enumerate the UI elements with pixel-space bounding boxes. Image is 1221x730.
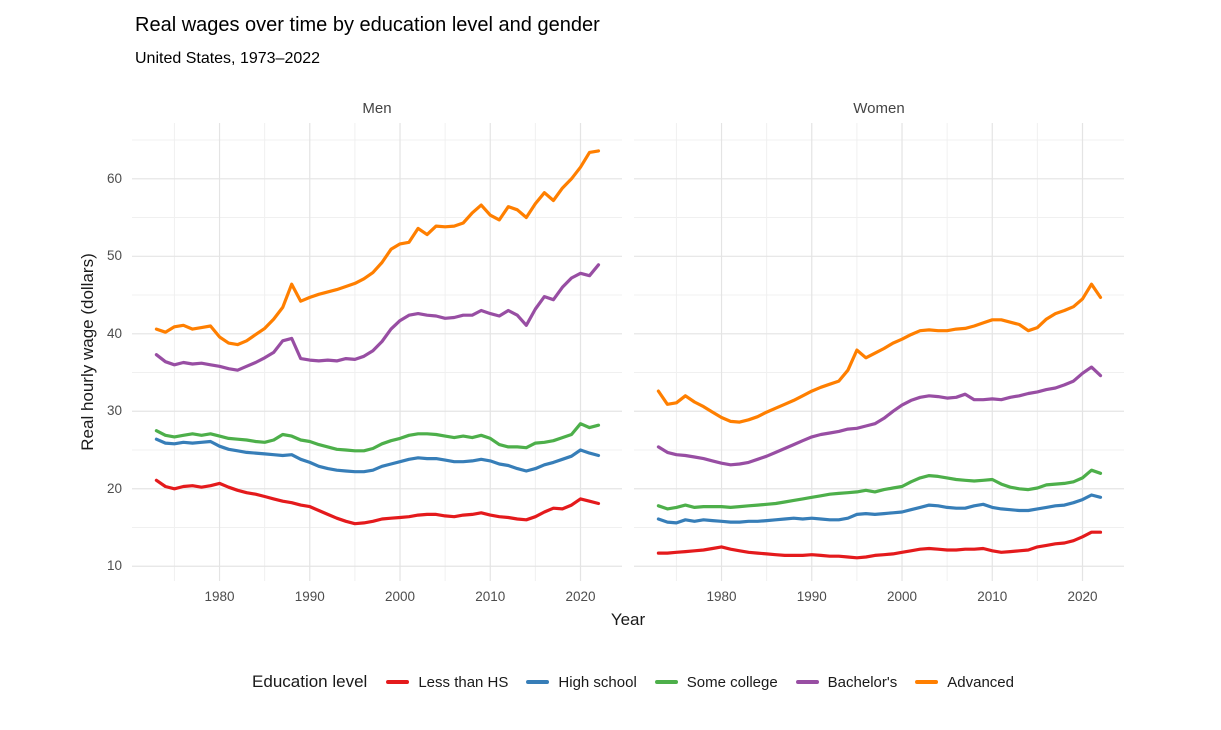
series-line-some-college-men	[154, 422, 601, 453]
legend-item-label: High school	[558, 673, 637, 691]
x-axis-tick-label: 2010	[977, 589, 1008, 604]
legend-item-label: Less than HS	[418, 673, 509, 691]
x-axis-tick-label: 1980	[204, 589, 235, 604]
series-line-high-school-men	[154, 437, 601, 474]
x-axis-tick-label: 2020	[1067, 589, 1098, 604]
y-axis-tick-label: 10	[106, 558, 122, 574]
x-axis-tick-label: 2020	[565, 589, 596, 604]
legend-item-high-school: High school	[526, 673, 637, 691]
facet-label-men: Men	[362, 100, 392, 117]
series-line-less-than-hs-women	[656, 530, 1103, 560]
women-panel-plot	[634, 123, 1124, 581]
series-line-bachelor-s-men	[154, 263, 601, 372]
x-axis-tick-label: 1990	[796, 589, 827, 604]
x-axis-title: Year	[610, 610, 646, 629]
legend-item-less-than-hs: Less than HS	[386, 674, 508, 691]
legend-key-swatch	[386, 680, 410, 684]
legend-key-swatch	[915, 680, 939, 684]
y-axis-title: Real hourly wage (dollars)	[78, 253, 97, 451]
x-axis-tick-label: 2000	[384, 589, 416, 604]
legend: Education level Less than HS High school S…	[252, 672, 1014, 692]
series-line-bachelor-s-women	[656, 365, 1103, 467]
legend-key-swatch	[654, 680, 678, 684]
legend-item-bachelor-s: Bachelor's	[795, 673, 898, 691]
x-axis-tick-label: 1990	[294, 589, 325, 604]
facet-label-women: Women	[853, 100, 905, 117]
x-axis-tick-label: 2000	[886, 589, 918, 604]
legend-item-label: Advanced	[947, 673, 1014, 691]
series-line-some-college-women	[656, 468, 1103, 511]
series-line-advanced-men	[154, 149, 601, 347]
y-axis-tick-label: 60	[106, 170, 122, 186]
y-axis-tick-label: 30	[106, 403, 122, 419]
y-axis-tick-label: 20	[106, 480, 122, 496]
legend-item-some-college: Some college	[654, 673, 778, 691]
y-axis-tick-label: 40	[106, 325, 122, 341]
legend-items: Less than HS High school Some college Bache…	[386, 674, 1014, 691]
series-line-less-than-hs-men	[154, 478, 601, 526]
x-axis-tick-label: 1980	[706, 589, 737, 604]
legend-item-label: Bachelor's	[827, 673, 898, 691]
legend-item-label: Some college	[686, 673, 778, 691]
chart-title: Real wages over time by education level …	[135, 14, 600, 36]
legend-key-swatch	[795, 680, 819, 684]
chart-subtitle: United States, 1973–2022	[135, 50, 321, 67]
y-axis-tick-label: 50	[106, 248, 122, 264]
x-axis-tick-label: 2010	[475, 589, 506, 604]
men-panel-plot	[132, 123, 622, 581]
legend-title: Education level	[252, 672, 368, 691]
series-line-advanced-women	[656, 282, 1103, 424]
legend-item-advanced: Advanced	[915, 674, 1014, 691]
series-line-high-school-women	[656, 493, 1103, 525]
legend-key-swatch	[526, 680, 550, 684]
